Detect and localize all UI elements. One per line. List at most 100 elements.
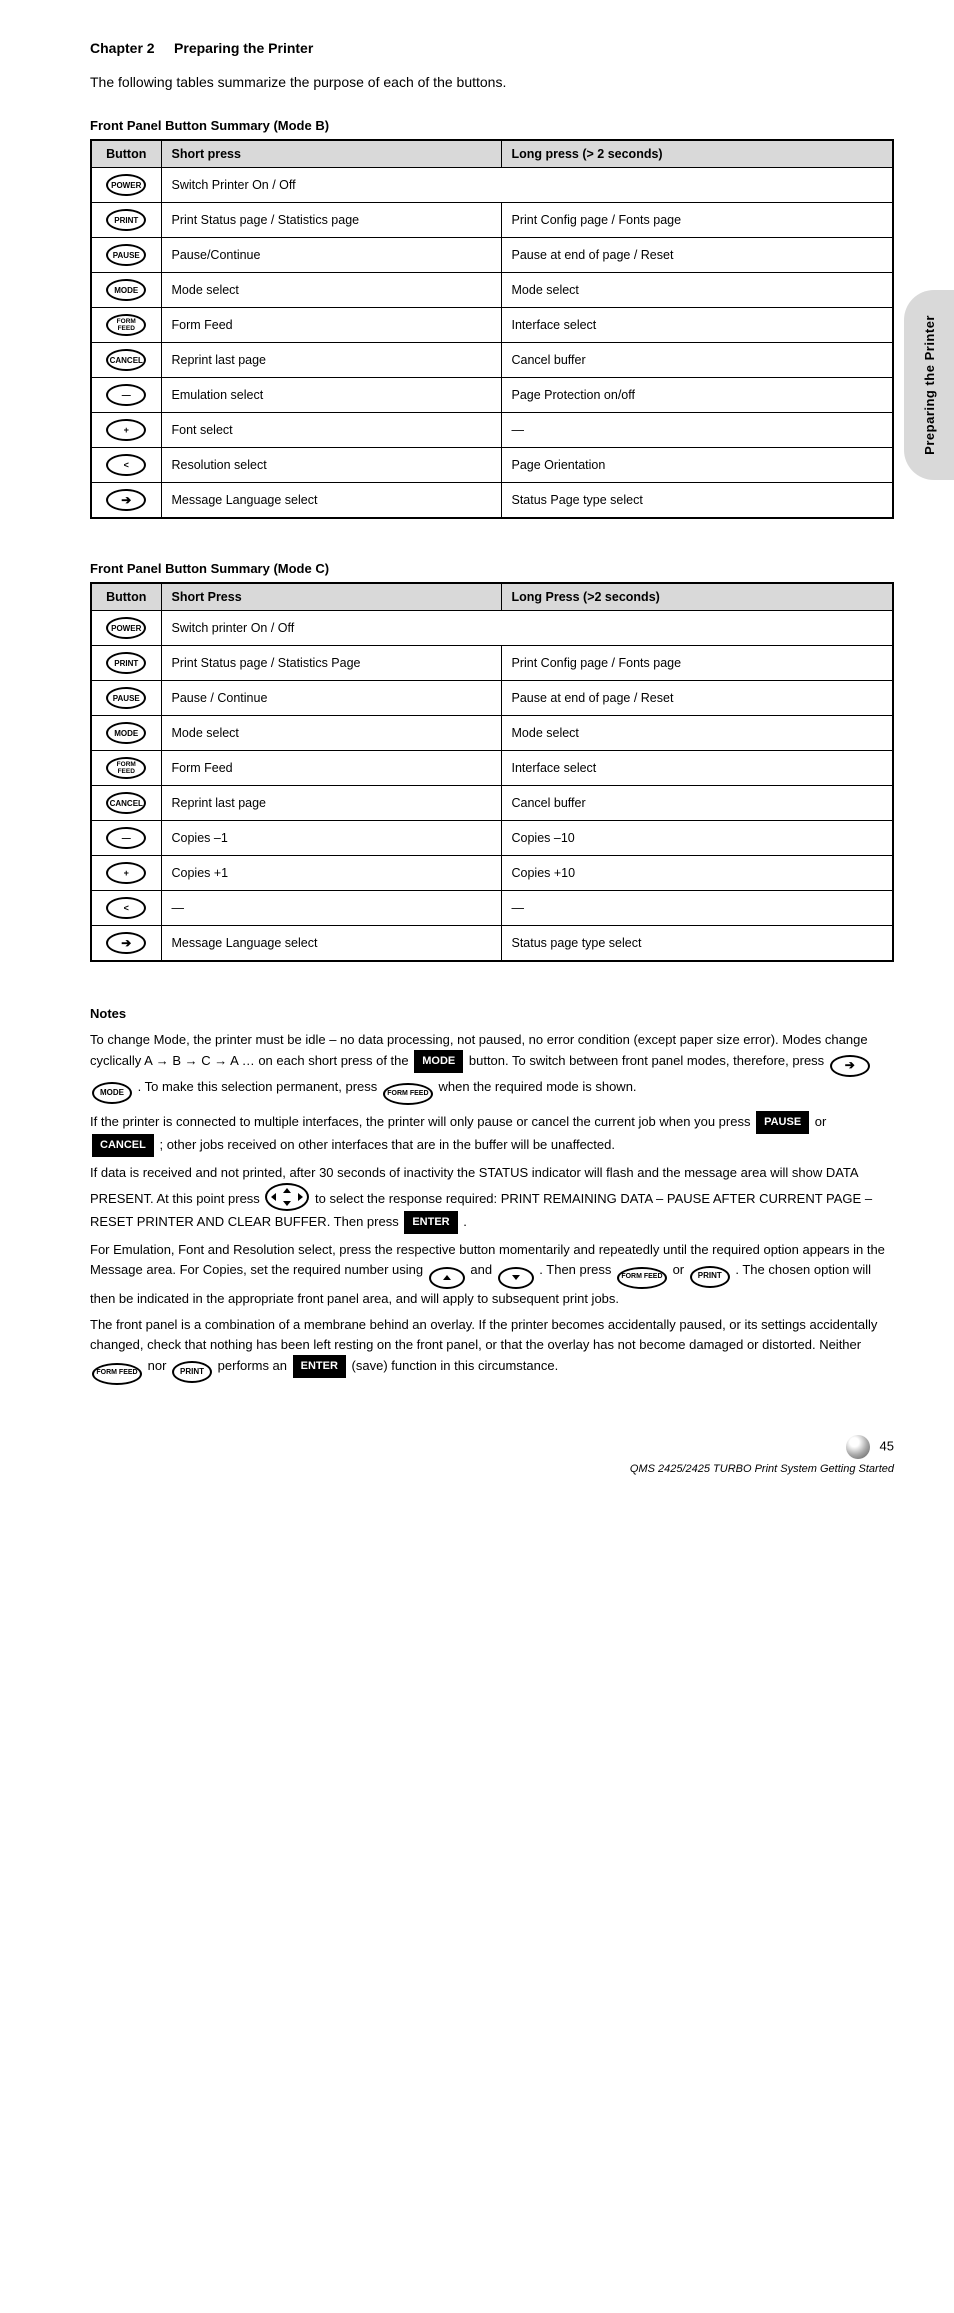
mode-button-icon: MODE bbox=[92, 1082, 132, 1104]
button-icon: ➔ bbox=[106, 932, 146, 954]
button-icon: < bbox=[106, 897, 146, 919]
note-text: . bbox=[463, 1214, 467, 1229]
button-icon: PAUSE bbox=[106, 244, 146, 266]
table-title-1: Front Panel Button Summary (Mode B) bbox=[90, 118, 894, 133]
note-text: or bbox=[815, 1114, 827, 1129]
button-cell: PAUSE bbox=[91, 238, 161, 273]
table-row: PRINT Print Status page / Statistics Page… bbox=[91, 646, 893, 681]
formfeed-button-icon: FORM FEED bbox=[617, 1267, 667, 1289]
button-cell: FORM FEED bbox=[91, 751, 161, 786]
table-row: PAUSE Pause/ContinuePause at end of page … bbox=[91, 238, 893, 273]
table-row: MODE Mode selectMode select bbox=[91, 273, 893, 308]
buttons-table-mode-c: Button Short Press Long Press (>2 second… bbox=[90, 582, 894, 962]
arrow-icon: ➔ bbox=[830, 1055, 870, 1077]
button-cell: ― bbox=[91, 821, 161, 856]
button-icon: PRINT bbox=[106, 209, 146, 231]
button-icon: + bbox=[106, 862, 146, 884]
cell-short: Mode select bbox=[161, 273, 501, 308]
button-icon: MODE bbox=[106, 722, 146, 744]
page-footer: 45 QMS 2425/2425 TURBO Print System Gett… bbox=[90, 1435, 894, 1475]
button-icon: FORM FEED bbox=[106, 314, 146, 336]
buttons-table-mode-b: Button Short press Long press (> 2 secon… bbox=[90, 139, 894, 519]
table-row: ― Emulation selectPage Protection on/off bbox=[91, 378, 893, 413]
cell-long: Cancel buffer bbox=[501, 343, 893, 378]
cell-long: Interface select bbox=[501, 751, 893, 786]
cell-long: Copies +10 bbox=[501, 856, 893, 891]
button-cell: PAUSE bbox=[91, 681, 161, 716]
table-row: PRINT Print Status page / Statistics page… bbox=[91, 203, 893, 238]
cell-long: Pause at end of page / Reset bbox=[501, 238, 893, 273]
print-button-icon: PRINT bbox=[172, 1361, 212, 1383]
button-icon: + bbox=[106, 419, 146, 441]
cell-long: Status page type select bbox=[501, 926, 893, 962]
button-cell: < bbox=[91, 891, 161, 926]
button-icon: ➔ bbox=[106, 489, 146, 511]
button-cell: POWER bbox=[91, 168, 161, 203]
note-text: ; other jobs received on other interface… bbox=[159, 1137, 615, 1152]
down-icon bbox=[498, 1267, 534, 1289]
cell-short: Copies +1 bbox=[161, 856, 501, 891]
button-cell: CANCEL bbox=[91, 343, 161, 378]
button-cell: CANCEL bbox=[91, 786, 161, 821]
button-cell: + bbox=[91, 856, 161, 891]
up-icon bbox=[429, 1267, 465, 1289]
table-row: POWERSwitch Printer On / Off bbox=[91, 168, 893, 203]
button-icon: CANCEL bbox=[106, 349, 146, 371]
cell-long: Mode select bbox=[501, 273, 893, 308]
cell-short: Print Status page / Statistics page bbox=[161, 203, 501, 238]
col-long: Long press (> 2 seconds) bbox=[501, 140, 893, 168]
table-row: POWERSwitch printer On / Off bbox=[91, 611, 893, 646]
chapter-title: Preparing the Printer bbox=[174, 40, 313, 56]
cancel-label: CANCEL bbox=[92, 1134, 154, 1157]
button-icon: PRINT bbox=[106, 652, 146, 674]
cell-short: Message Language select bbox=[161, 483, 501, 519]
note-text: The front panel is a combination of a me… bbox=[90, 1317, 877, 1352]
button-cell: PRINT bbox=[91, 203, 161, 238]
note-text: performs an bbox=[218, 1358, 291, 1373]
cell-short: Reprint last page bbox=[161, 786, 501, 821]
cell-short: Switch printer On / Off bbox=[161, 611, 893, 646]
table-row: CANCELReprint last pageCancel buffer bbox=[91, 786, 893, 821]
note-text: nor bbox=[148, 1358, 170, 1373]
note-4: For Emulation, Font and Resolution selec… bbox=[90, 1240, 894, 1309]
cell-long: ― bbox=[501, 413, 893, 448]
col-button: Button bbox=[91, 583, 161, 611]
cell-short: Mode select bbox=[161, 716, 501, 751]
cell-long: Interface select bbox=[501, 308, 893, 343]
cell-short: Form Feed bbox=[161, 308, 501, 343]
cell-long: Print Config page / Fonts page bbox=[501, 646, 893, 681]
button-cell: MODE bbox=[91, 273, 161, 308]
cell-short: Emulation select bbox=[161, 378, 501, 413]
button-cell: + bbox=[91, 413, 161, 448]
button-cell: ― bbox=[91, 378, 161, 413]
table-row: PAUSEPause / ContinuePause at end of pag… bbox=[91, 681, 893, 716]
cell-short: Pause/Continue bbox=[161, 238, 501, 273]
table-row: CANCELReprint last pageCancel buffer bbox=[91, 343, 893, 378]
note-text: or bbox=[673, 1262, 688, 1277]
cell-short: Pause / Continue bbox=[161, 681, 501, 716]
table-row: + Copies +1Copies +10 bbox=[91, 856, 893, 891]
button-icon: MODE bbox=[106, 279, 146, 301]
button-cell: ➔ bbox=[91, 483, 161, 519]
col-button: Button bbox=[91, 140, 161, 168]
table-title-2: Front Panel Button Summary (Mode C) bbox=[90, 561, 894, 576]
table-row: MODEMode selectMode select bbox=[91, 716, 893, 751]
cell-long: Page Protection on/off bbox=[501, 378, 893, 413]
table-row: ➔ Message Language selectStatus page type… bbox=[91, 926, 893, 962]
intro-text: The following tables summarize the purpo… bbox=[90, 74, 894, 90]
note-text: button. To switch between front panel mo… bbox=[469, 1053, 828, 1068]
cell-short: ― bbox=[161, 891, 501, 926]
note-3: If data is received and not printed, aft… bbox=[90, 1163, 894, 1234]
formfeed-button-icon: FORM FEED bbox=[383, 1083, 433, 1105]
cell-short: Print Status page / Statistics Page bbox=[161, 646, 501, 681]
button-icon: ― bbox=[106, 384, 146, 406]
col-long: Long Press (>2 seconds) bbox=[501, 583, 893, 611]
nav-icon bbox=[265, 1183, 309, 1211]
enter-label: ENTER bbox=[404, 1211, 457, 1234]
col-short: Short Press bbox=[161, 583, 501, 611]
button-cell: FORM FEED bbox=[91, 308, 161, 343]
cell-short: Message Language select bbox=[161, 926, 501, 962]
cell-long: Cancel buffer bbox=[501, 786, 893, 821]
formfeed-button-icon: FORM FEED bbox=[92, 1363, 142, 1385]
note-text: . To make this selection permanent, pres… bbox=[138, 1079, 381, 1094]
